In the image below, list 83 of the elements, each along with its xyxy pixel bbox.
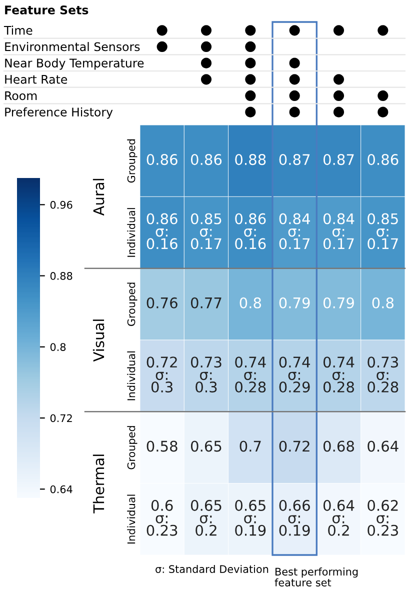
text: ● [333,106,344,118]
y-tick-label: Near Body Temperature [5,58,144,70]
text: ● [245,106,256,118]
text: ● [245,58,256,68]
text: ● [156,25,168,36]
text: ● [245,25,256,36]
chart-title: Feature Sets [5,5,88,14]
data-label: 0.62 σ: 0.23 [368,500,398,536]
y-tick-label: Individual [127,351,136,400]
data-label: 0.86 [190,154,222,166]
text: ● [333,90,344,102]
color-bar-label: 0.72 [50,414,72,422]
text: ● [378,106,388,118]
y-tick-label: Room [5,91,37,100]
color-bar-label: 0.64 [50,485,72,494]
data-label: 0.8 [240,297,262,308]
y-tick-label: Grouped [127,426,138,470]
data-label: 0.8 [372,297,394,308]
text: Thermal [92,454,104,514]
text: Best performing feature set [274,568,358,586]
data-label: 0.74 σ: 0.29 [279,356,310,393]
data-label: 0.74 σ: 0.28 [235,356,266,393]
text: ● [200,41,212,52]
data-label: 0.68 [323,440,354,452]
text: ● [333,74,344,85]
text: ● [156,41,168,52]
data-label: 0.72 σ: 0.3 [146,356,177,393]
y-tick-label: Heart Rate [5,75,68,84]
text: ● [333,25,344,36]
text: ● [289,106,300,118]
color-bar-label: 0.88 [50,272,72,280]
text: Visual [92,320,104,362]
data-label: 0.73 σ: 0.3 [190,356,222,393]
data-label: 0.64 σ: 0.2 [323,500,354,536]
data-label: 0.7 [240,440,261,452]
data-label: 0.87 [279,154,310,166]
y-tick-label: Individual [127,208,136,257]
data-label: 0.86 σ: 0.16 [146,213,178,250]
data-label: 0.6 σ: 0.23 [146,500,178,536]
data-label: 0.65 σ: 0.19 [235,500,266,536]
data-label: 0.86 [368,154,398,166]
color-bar-label: 0.8 [50,343,66,351]
y-tick-label: Grouped [127,139,138,183]
y-tick-label: Individual [127,494,136,544]
data-label: 0.58 [146,440,178,452]
text: ● [289,58,300,68]
color-bar-label: 0.96 [50,200,72,209]
y-tick-label: Preference History [5,107,113,119]
text: ● [378,90,388,102]
data-label: 0.79 [323,297,354,308]
text: ● [289,74,300,85]
data-label: 0.84 σ: 0.17 [279,213,310,250]
data-label: 0.72 [279,440,310,452]
text: σ: Standard Deviation [156,564,268,574]
data-label: 0.66 σ: 0.19 [279,500,310,536]
data-label: 0.84 σ: 0.17 [323,213,354,250]
data-label: 0.86 σ: 0.16 [235,213,266,250]
data-label: 0.74 σ: 0.28 [323,356,354,393]
y-tick-label: Environmental Sensors [5,42,140,52]
y-tick-label: Grouped [127,282,138,326]
text: ● [245,41,256,52]
data-label: 0.64 [368,440,398,452]
data-label: 0.73 σ: 0.28 [368,356,398,393]
data-label: 0.65 σ: 0.2 [190,500,222,536]
data-label: 0.85 σ: 0.17 [368,213,398,250]
data-label: 0.76 [146,297,178,308]
text: ● [200,74,212,85]
data-label: 0.88 [235,154,266,166]
data-label: 0.87 [323,154,354,166]
text: ● [245,74,256,85]
text: ● [245,90,256,102]
text: ● [289,90,300,102]
data-label: 0.86 [146,154,178,166]
text: Aural [92,178,104,216]
data-label: 0.85 σ: 0.17 [190,213,222,250]
data-label: 0.79 [279,297,310,308]
text: ● [378,25,388,36]
text: ● [200,25,212,36]
data-label: 0.77 [190,297,222,308]
text: ● [289,25,300,36]
y-tick-label: Time [4,26,32,35]
data-label: 0.65 [190,440,222,452]
text: ● [200,58,212,68]
